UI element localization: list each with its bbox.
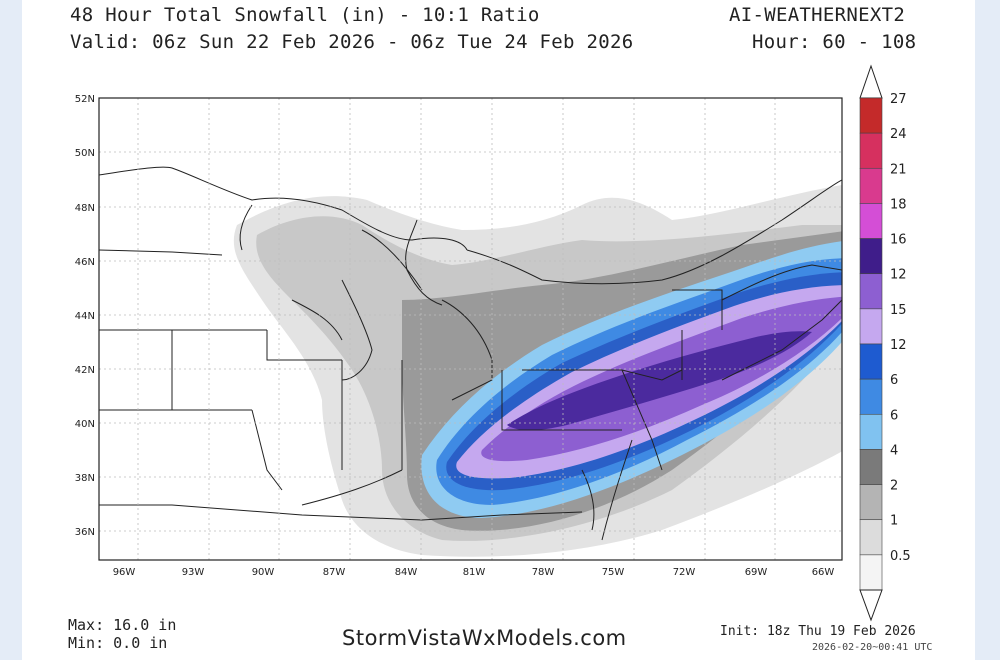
lon-label: 87W [323, 567, 346, 578]
legend-label: 0.5 [890, 549, 911, 564]
model-name: AI-WEATHERNEXT2 [729, 4, 906, 26]
site-brand: StormVistaWxModels.com [342, 626, 627, 650]
longitude-labels: 96W 93W 90W 87W 84W 81W 78W 75W 72W 69W 66W [113, 567, 835, 578]
legend-swatch [859, 484, 883, 521]
lon-label: 84W [395, 567, 418, 578]
legend-swatch [859, 308, 883, 345]
legend-label: 6 [890, 373, 898, 388]
max-value: Max: 16.0 in [68, 616, 177, 634]
lon-label: 75W [602, 567, 625, 578]
legend-swatch [859, 132, 883, 169]
chart-title: 48 Hour Total Snowfall (in) - 10:1 Ratio [70, 4, 540, 26]
valid-period: Valid: 06z Sun 22 Feb 2026 - 06z Tue 24 … [70, 31, 634, 53]
legend-swatch [859, 449, 883, 485]
snowfall-map: 52N 50N 48N 46N 44N 42N 40N 38N 36N 96W 93W 90W 87W… [75, 64, 911, 622]
legend-swatch [859, 167, 883, 204]
legend-swatch [859, 97, 883, 134]
legend-label: 24 [890, 127, 907, 142]
forecast-hours: Hour: 60 - 108 [752, 31, 917, 53]
lat-label: 38N [75, 473, 95, 484]
legend-label: 16 [890, 233, 907, 248]
lon-label: 72W [673, 567, 696, 578]
legend-label: 6 [890, 408, 898, 423]
legend-swatch [859, 343, 883, 380]
legend-swatch [859, 554, 883, 591]
legend-swatch [859, 378, 883, 415]
lat-label: 48N [75, 203, 95, 214]
lat-label: 50N [75, 148, 95, 159]
lat-label: 40N [75, 419, 95, 430]
lon-label: 90W [252, 567, 275, 578]
map-frame [98, 97, 843, 561]
legend-label: 27 [890, 92, 907, 107]
legend-swatch [859, 203, 883, 239]
legend-label: 12 [890, 338, 907, 353]
legend-label: 2 [890, 479, 898, 494]
legend-top-arrow [859, 64, 883, 99]
lat-label: 46N [75, 257, 95, 268]
lat-label: 52N [75, 94, 95, 105]
legend-swatch [859, 519, 883, 556]
lat-label: 44N [75, 311, 95, 322]
init-time: Init: 18z Thu 19 Feb 2026 [720, 624, 916, 639]
lon-label: 66W [812, 567, 835, 578]
lon-label: 93W [182, 567, 205, 578]
legend-swatch [859, 238, 883, 275]
snow-shade-16 [507, 331, 812, 431]
lon-label: 81W [463, 567, 486, 578]
lat-label: 42N [75, 365, 95, 376]
min-value: Min: 0.0 in [68, 634, 168, 652]
lon-label: 78W [532, 567, 555, 578]
render-timestamp: 2026-02-20~00:41 UTC [812, 642, 933, 653]
legend-swatch [859, 413, 883, 450]
legend-label: 15 [890, 303, 907, 318]
lon-label: 69W [745, 567, 768, 578]
legend-label: 12 [890, 268, 907, 283]
legend-label: 21 [890, 162, 907, 177]
map-panel: 48 Hour Total Snowfall (in) - 10:1 Ratio… [22, 0, 975, 660]
legend-label: 1 [890, 514, 898, 529]
legend-label: 4 [890, 443, 898, 458]
latitude-labels: 52N 50N 48N 46N 44N 42N 40N 38N 36N [75, 94, 95, 538]
legend-swatch [859, 273, 883, 310]
legend-label: 18 [890, 197, 907, 212]
legend-bottom-arrow [859, 589, 883, 622]
map-area [99, 98, 842, 560]
lon-label: 96W [113, 567, 136, 578]
lat-label: 36N [75, 527, 95, 538]
graticule [99, 98, 842, 560]
